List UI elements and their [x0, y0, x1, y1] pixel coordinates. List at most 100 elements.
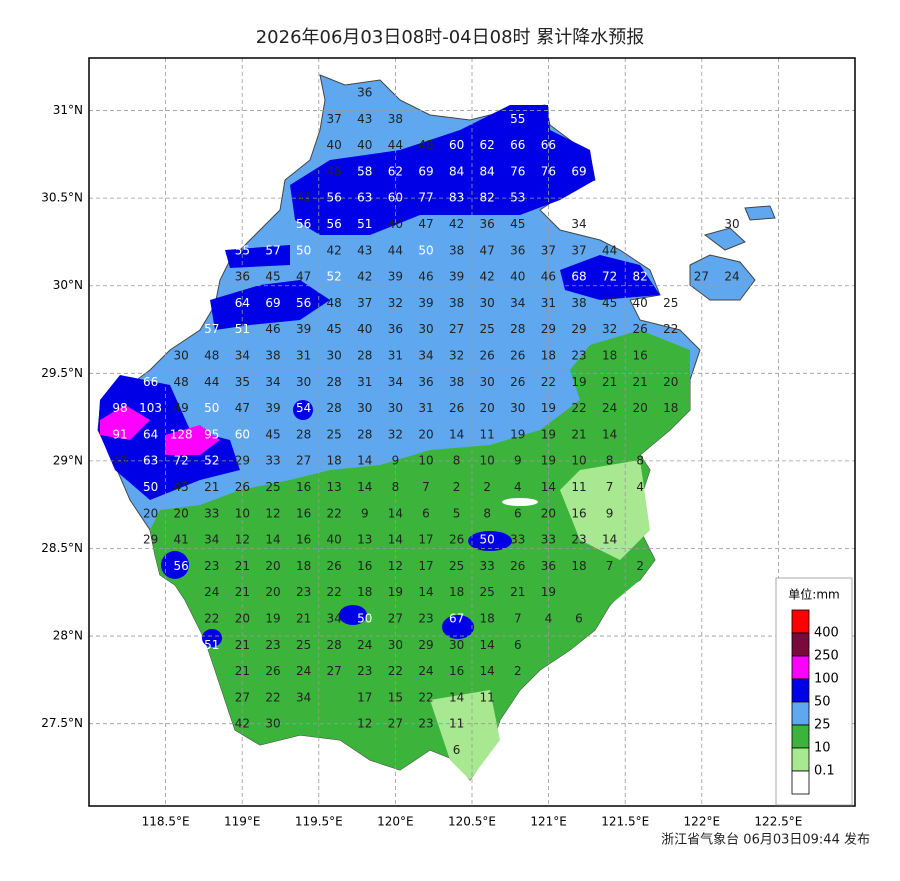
station-value: 44 — [602, 243, 617, 257]
station-value: 10 — [418, 454, 433, 468]
station-value: 20 — [480, 401, 495, 415]
station-value: 25 — [480, 322, 495, 336]
station-value: 72 — [602, 270, 617, 284]
station-value: 14 — [541, 480, 556, 494]
x-tick-label: 119.5°E — [295, 815, 343, 829]
station-value: 32 — [449, 349, 464, 363]
station-value: 12 — [265, 506, 280, 520]
station-value: 37 — [327, 112, 342, 126]
station-value: 56 — [327, 217, 342, 231]
station-value: 31 — [388, 349, 403, 363]
station-value: 34 — [265, 375, 280, 389]
map-title: 2026年06月03日08时-04日08时 累计降水预报 — [256, 27, 645, 48]
station-value: 43 — [357, 243, 372, 257]
legend-swatch — [791, 655, 810, 680]
station-value: 77 — [418, 191, 433, 205]
station-value: 33 — [480, 559, 495, 573]
station-value: 33 — [541, 533, 556, 547]
station-value: 11 — [449, 717, 464, 731]
station-value: 50 — [480, 533, 495, 547]
station-value: 16 — [357, 559, 372, 573]
station-value: 18 — [480, 612, 495, 626]
legend: 单位:mm 400 250 100 50 25 10 0.1 — [775, 577, 853, 806]
station-value: 10 — [571, 454, 586, 468]
station-value: 23 — [418, 612, 433, 626]
station-value: 30 — [357, 401, 372, 415]
x-tick-label: 120.5°E — [448, 815, 496, 829]
station-value: 11 — [480, 690, 495, 704]
station-value: 38 — [388, 112, 403, 126]
station-value: 42 — [480, 270, 495, 284]
x-tick-label: 121°E — [530, 815, 567, 829]
station-value: 14 — [418, 585, 433, 599]
x-tick-label: 121.5°E — [601, 815, 649, 829]
station-value: 82 — [480, 191, 495, 205]
station-value: 46 — [265, 322, 280, 336]
station-value: 34 — [510, 296, 525, 310]
station-value: 56 — [296, 296, 311, 310]
station-value: 17 — [418, 533, 433, 547]
station-value: 21 — [235, 638, 250, 652]
station-value: 22 — [571, 401, 586, 415]
station-value: 27 — [235, 690, 250, 704]
y-tick-label: 30°N — [53, 278, 83, 292]
station-value: 4 — [545, 612, 553, 626]
station-value: 7 — [606, 480, 614, 494]
station-value: 39 — [296, 322, 311, 336]
station-value: 7 — [422, 480, 430, 494]
station-value: 64 — [235, 296, 250, 310]
station-value: 39 — [449, 270, 464, 284]
station-value: 30 — [296, 375, 311, 389]
station-value: 6 — [514, 506, 522, 520]
station-value: 30 — [510, 401, 525, 415]
station-value: 34 — [388, 375, 403, 389]
station-value: 38 — [265, 349, 280, 363]
legend-swatch — [791, 609, 810, 634]
station-value: 84 — [449, 164, 464, 178]
legend-label: 400 — [814, 626, 839, 641]
legend-swatch — [791, 770, 810, 795]
station-value: 30 — [327, 349, 342, 363]
station-value: 22 — [204, 612, 219, 626]
station-value: 45 — [265, 270, 280, 284]
station-value: 33 — [204, 506, 219, 520]
station-value: 14 — [357, 454, 372, 468]
station-value: 54 — [296, 401, 311, 415]
station-value: 34 — [235, 349, 250, 363]
rain-50-100 — [210, 280, 330, 330]
y-tick-label: 28°N — [53, 629, 83, 643]
station-value: 14 — [449, 427, 464, 441]
rain-50-100 — [442, 615, 474, 639]
station-value: 43 — [357, 112, 372, 126]
station-value: 30 — [174, 349, 189, 363]
station-value: 27 — [327, 664, 342, 678]
station-value: 18 — [357, 585, 372, 599]
station-value: 7 — [514, 612, 522, 626]
station-value: 8 — [453, 454, 461, 468]
station-value: 62 — [480, 138, 495, 152]
station-value: 18 — [541, 349, 556, 363]
station-value: 26 — [449, 401, 464, 415]
station-value: 23 — [571, 349, 586, 363]
station-value: 18 — [296, 559, 311, 573]
station-value: 31 — [296, 349, 311, 363]
legend-label: 100 — [814, 672, 839, 687]
station-value: 40 — [327, 533, 342, 547]
legend-label: 50 — [814, 695, 831, 710]
station-value: 40 — [357, 138, 372, 152]
legend-title: 单位:mm — [788, 587, 839, 602]
station-value: 36 — [510, 243, 525, 257]
station-value: 48 — [327, 296, 342, 310]
station-value: 30 — [724, 217, 739, 231]
station-value: 16 — [571, 506, 586, 520]
station-value: 103 — [139, 401, 162, 415]
station-value: 26 — [449, 533, 464, 547]
station-value: 10 — [480, 454, 495, 468]
station-value: 31 — [541, 296, 556, 310]
station-value: 9 — [514, 454, 522, 468]
station-value: 8 — [636, 454, 644, 468]
station-value: 29 — [143, 533, 158, 547]
station-value: 13 — [327, 480, 342, 494]
